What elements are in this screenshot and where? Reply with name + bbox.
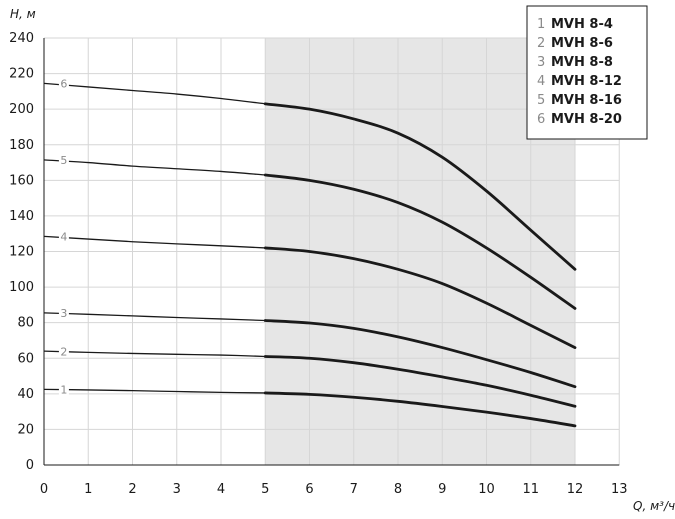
- curve-number-label: 2: [60, 345, 67, 358]
- y-tick-label: 60: [17, 351, 34, 366]
- curve-number-label: 6: [60, 78, 67, 91]
- legend-entry: MVH 8-16: [551, 93, 622, 108]
- axes: [43, 38, 620, 466]
- y-tick-label: 20: [17, 422, 34, 437]
- x-tick-label: 13: [611, 482, 628, 497]
- curve-number-bg: [58, 381, 69, 396]
- series-curve-1: [263, 391, 577, 428]
- curve-number-bg: [58, 152, 69, 167]
- series-curve-2: [263, 355, 577, 408]
- y-tick-label: 140: [9, 209, 34, 224]
- curve-number-bg: [58, 305, 69, 320]
- x-tick-label: 1: [84, 482, 92, 497]
- legend-number: 6: [537, 112, 545, 127]
- y-tick-label: 200: [9, 102, 34, 117]
- y-axis-label: H, м: [10, 7, 36, 21]
- legend-entry: MVH 8-4: [551, 17, 613, 32]
- y-tick-label: 0: [26, 458, 34, 473]
- x-tick-label: 6: [305, 482, 313, 497]
- series-curve-low-6: [43, 82, 266, 105]
- legend-box: [526, 5, 648, 140]
- curve-number-bg: [58, 343, 69, 358]
- x-tick-label: 5: [261, 482, 269, 497]
- x-tick-label: 8: [394, 482, 402, 497]
- series-curve-5: [263, 173, 577, 310]
- legend-entry: MVH 8-12: [551, 74, 622, 89]
- x-tick-label: 0: [40, 482, 48, 497]
- series-curve-low-1: [43, 388, 266, 394]
- series-curves: 1 2 3 4 5 6: [43, 75, 577, 428]
- series-curve-low-2: [43, 350, 266, 358]
- x-axis-label: Q, м³/ч: [633, 499, 675, 513]
- x-tick-label: 11: [522, 482, 539, 497]
- series-curve-low-5: [43, 159, 266, 176]
- x-tick-label: 10: [478, 482, 495, 497]
- series-curve-low-3: [43, 312, 266, 322]
- series-curve-6: [263, 102, 577, 271]
- x-tick-label: 7: [350, 482, 358, 497]
- y-tick-label: 160: [9, 173, 34, 188]
- legend-entry: MVH 8-6: [551, 36, 613, 51]
- y-tick-label: 120: [9, 245, 34, 260]
- legend-number: 1: [537, 17, 545, 32]
- y-tick-label: 100: [9, 280, 34, 295]
- curve-number-bg: [58, 75, 69, 90]
- legend-number: 3: [537, 55, 545, 70]
- y-tick-label: 240: [9, 31, 34, 46]
- series-curve-4: [263, 246, 577, 349]
- curve-number-bg: [58, 228, 69, 243]
- legend-entry: MVH 8-20: [551, 112, 622, 127]
- curve-number-label: 4: [60, 231, 67, 244]
- legend-number: 4: [537, 74, 545, 89]
- x-tick-label: 2: [128, 482, 136, 497]
- y-tick-label: 80: [17, 316, 34, 331]
- series-curve-3: [263, 319, 577, 389]
- y-tick-label: 40: [17, 387, 34, 402]
- x-tick-label: 9: [438, 482, 446, 497]
- legend-number: 5: [537, 93, 545, 108]
- legend-entry: MVH 8-8: [551, 55, 613, 70]
- legend-number: 2: [537, 36, 545, 51]
- x-tick-label: 4: [217, 482, 225, 497]
- x-tick-label: 3: [173, 482, 181, 497]
- y-tick-label: 220: [9, 67, 34, 82]
- series-curve-low-4: [43, 235, 266, 249]
- grid-lines: [44, 37, 620, 465]
- curve-number-label: 5: [60, 154, 67, 167]
- y-tick-label: 180: [9, 138, 34, 153]
- curve-number-label: 3: [60, 307, 67, 320]
- curve-number-label: 1: [60, 384, 67, 397]
- legend: 1 MVH 8-4 2 MVH 8-6 3 MVH 8-8 4 MVH 8-12 5 MVH 8-…: [526, 5, 648, 140]
- x-tick-label: 12: [567, 482, 584, 497]
